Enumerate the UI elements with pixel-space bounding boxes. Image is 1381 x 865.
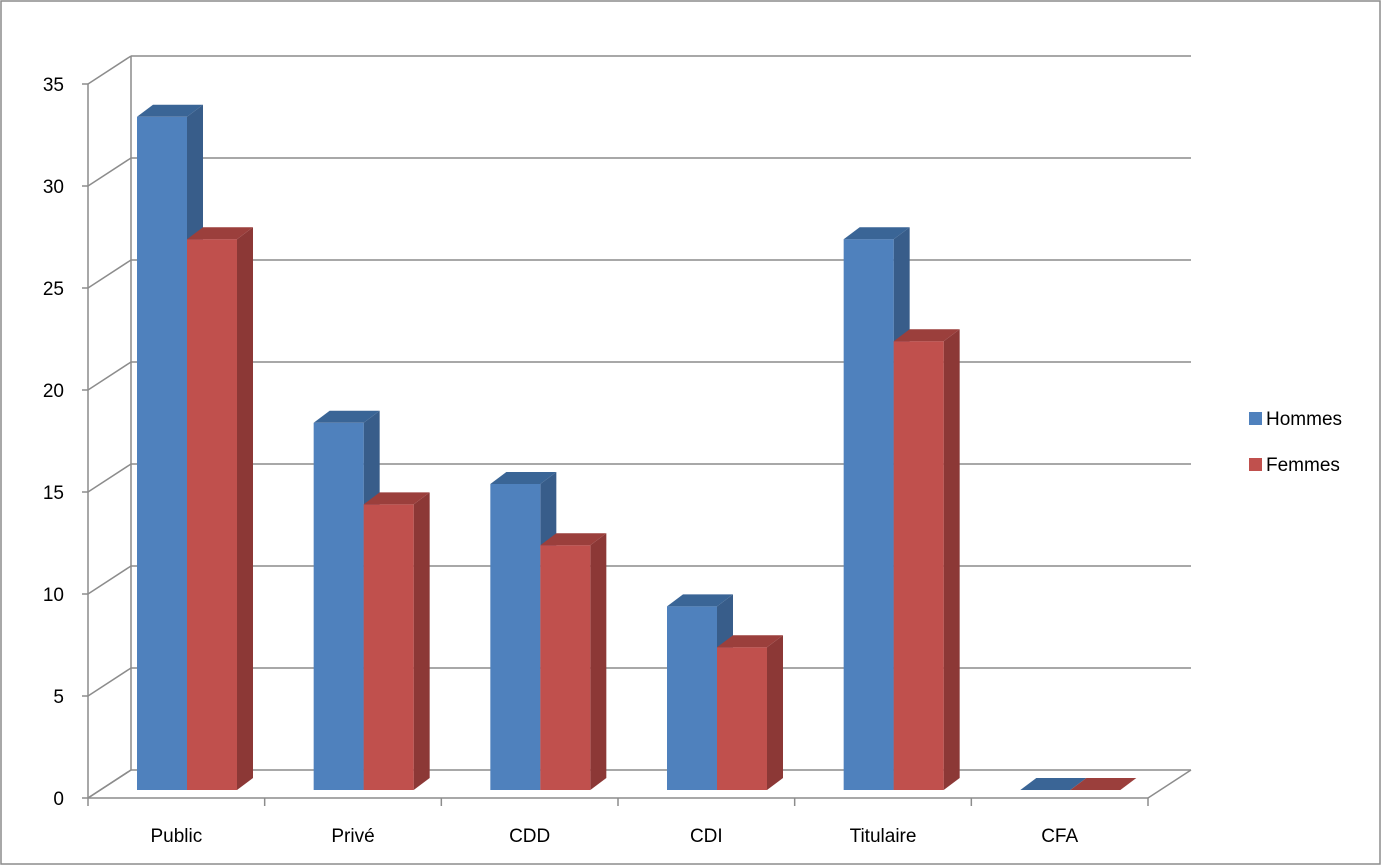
bar-side bbox=[943, 329, 960, 790]
legend-label-hommes: Hommes bbox=[1266, 409, 1342, 430]
gridline-side bbox=[87, 259, 132, 289]
y-tick-label: 15 bbox=[43, 483, 64, 504]
bar-front bbox=[893, 341, 944, 790]
bar-top bbox=[363, 492, 430, 505]
bar-top bbox=[540, 533, 607, 546]
x-tick-label: CDD bbox=[509, 826, 550, 847]
bar-side bbox=[767, 635, 783, 790]
bar-front bbox=[490, 484, 541, 790]
bar-femmes bbox=[893, 329, 960, 790]
bar-top bbox=[843, 227, 910, 240]
bar-front bbox=[137, 116, 187, 791]
bar-front bbox=[667, 606, 717, 790]
bar-side bbox=[590, 533, 607, 790]
legend-swatch-hommes bbox=[1249, 412, 1262, 425]
gridline-side bbox=[87, 667, 132, 697]
bar-top bbox=[1020, 778, 1087, 790]
gridlines bbox=[87, 55, 1191, 799]
bar-top bbox=[667, 594, 733, 607]
gridline-side bbox=[87, 565, 132, 595]
x-axis-tick-labels: Public Privé CDD CDI Titulaire CFA bbox=[150, 826, 1078, 847]
y-tick-label: 35 bbox=[43, 75, 64, 96]
legend-swatch-femmes bbox=[1249, 458, 1262, 471]
bar-side bbox=[237, 227, 253, 790]
bar-front bbox=[363, 504, 414, 790]
bars bbox=[137, 104, 1137, 791]
gridline-side bbox=[87, 361, 132, 391]
bar-top bbox=[1070, 778, 1137, 790]
y-tick-label: 0 bbox=[53, 789, 64, 810]
x-tick-label: Titulaire bbox=[850, 826, 917, 847]
bar-femmes bbox=[1070, 778, 1137, 790]
y-tick-label: 30 bbox=[43, 177, 64, 198]
bar-front bbox=[313, 422, 364, 790]
bar-femmes bbox=[540, 533, 607, 790]
bar-top bbox=[490, 472, 557, 484]
x-tick-label: CFA bbox=[1041, 826, 1078, 847]
bar-femmes bbox=[717, 635, 783, 790]
bar-femmes bbox=[363, 492, 430, 790]
bar-top bbox=[137, 104, 203, 117]
bar-hommes bbox=[1020, 778, 1087, 790]
gridline-side bbox=[87, 157, 132, 187]
y-tick-label: 10 bbox=[43, 585, 64, 606]
y-tick-label: 5 bbox=[53, 687, 64, 708]
x-tick-label: CDI bbox=[690, 826, 723, 847]
bar-top bbox=[893, 329, 960, 342]
axes bbox=[82, 83, 1149, 806]
bar-side bbox=[413, 492, 430, 790]
legend-label-femmes: Femmes bbox=[1266, 455, 1340, 476]
y-axis-tick-labels: 0 5 10 15 20 25 30 35 bbox=[43, 75, 64, 810]
y-tick-label: 20 bbox=[43, 381, 64, 402]
x-tick-label: Privé bbox=[331, 826, 374, 847]
y-tick-label: 25 bbox=[43, 279, 64, 300]
floor-right-edge bbox=[1147, 769, 1192, 799]
gridline-side bbox=[87, 769, 132, 799]
bar-top bbox=[313, 410, 380, 423]
bar-top bbox=[717, 635, 783, 648]
legend: Hommes Femmes bbox=[1249, 409, 1342, 476]
bar-front bbox=[187, 239, 237, 790]
bar-front bbox=[843, 239, 894, 790]
bar-top bbox=[187, 227, 253, 240]
bar-front bbox=[717, 647, 767, 790]
gridline-side bbox=[87, 463, 132, 493]
bar-femmes bbox=[187, 227, 253, 790]
bar-front bbox=[540, 545, 591, 790]
gridline-side bbox=[87, 55, 132, 85]
x-tick-label: Public bbox=[150, 826, 202, 847]
